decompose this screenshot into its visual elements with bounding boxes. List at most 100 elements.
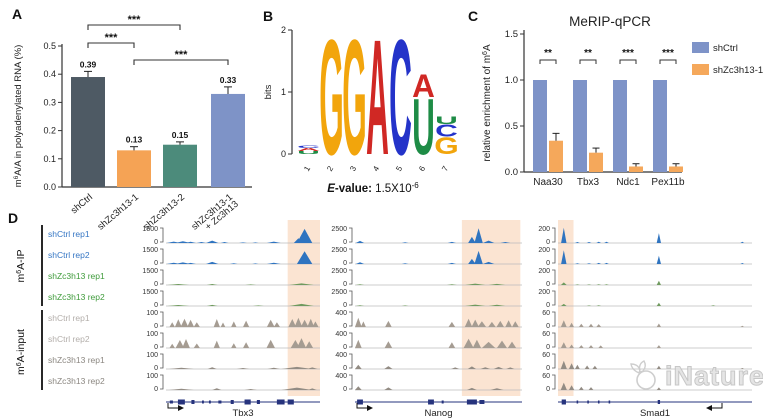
c-y-tick-label: 1.0 — [505, 75, 518, 86]
a-bar-value-label: 0.15 — [172, 130, 189, 140]
d-scale-zero: 0 — [154, 365, 158, 372]
c-legend-swatch — [692, 42, 709, 53]
d-scale-max: 2500 — [331, 268, 347, 275]
d-peaks — [169, 366, 318, 369]
tspan-shape: m — [13, 179, 24, 187]
d-scale-zero: 0 — [546, 281, 550, 288]
d-scale-max: 400 — [335, 331, 347, 338]
d-exon — [597, 400, 600, 404]
tspan-shape: 6 — [16, 362, 23, 366]
c-bar-shCtrl — [653, 80, 667, 172]
d-exon — [191, 400, 195, 404]
d-scale-zero: 0 — [154, 323, 158, 330]
d-tss-arrowhead — [178, 405, 184, 411]
d-scale-max: 1500 — [142, 268, 158, 275]
b-logo-letter: U — [297, 150, 320, 155]
d-scale-max: 2500 — [331, 226, 347, 233]
a-sig-bracket — [87, 24, 181, 30]
d-scale-max: 1500 — [142, 226, 158, 233]
panel-d-label: D — [8, 210, 19, 226]
d-peaks — [355, 304, 506, 306]
d-peaks — [169, 317, 319, 327]
d-scale-zero: 0 — [154, 239, 158, 246]
d-exon — [256, 400, 260, 404]
d-peaks — [560, 280, 661, 285]
a-sig-stars: *** — [128, 14, 142, 26]
d-scale-bracket — [349, 332, 353, 348]
d-peaks — [561, 250, 745, 264]
tspan-shape: A/A in polyadenylated RNA (%) — [13, 45, 24, 176]
d-scale-bracket — [349, 248, 353, 264]
c-sig-bracket — [579, 59, 597, 64]
d-scale-zero: 0 — [154, 302, 158, 309]
a-y-tick-label: 0.2 — [43, 126, 56, 136]
d-scale-bracket — [552, 227, 556, 243]
d-peaks — [169, 387, 317, 390]
d-scale-zero: 0 — [343, 386, 347, 393]
d-peaks — [560, 342, 661, 348]
b-logo-letter: A — [297, 147, 320, 152]
d-exon — [218, 400, 222, 404]
a-bar — [71, 77, 105, 187]
a-sig-stars: *** — [105, 32, 119, 44]
b-logo-letter: C — [389, 7, 412, 190]
d-scale-bracket — [552, 374, 556, 390]
a-y-axis-title: m6A/A in polyadenylated RNA (%) — [13, 45, 24, 188]
d-scale-zero: 0 — [546, 302, 550, 309]
c-y-tick-label: 0.5 — [505, 121, 518, 132]
d-scale-max: 2500 — [331, 247, 347, 254]
d-tss-arrowhead — [367, 405, 373, 411]
d-scale-bracket — [160, 353, 164, 369]
c-sig-stars: ** — [584, 48, 592, 59]
a-bar — [211, 93, 245, 187]
d-scale-bracket — [552, 332, 556, 348]
d-track-label: shCtrl rep1 — [48, 229, 90, 239]
d-highlight-region — [461, 220, 521, 396]
d-scale-zero: 0 — [546, 323, 550, 330]
d-scale-max: 200 — [538, 226, 550, 233]
d-scale-zero: 0 — [546, 344, 550, 351]
path-shape — [630, 363, 641, 374]
d-track-label: shCtrl rep2 — [48, 250, 90, 260]
d-track-label: shZc3h13 rep1 — [48, 355, 105, 365]
d-scale-max: 1500 — [142, 289, 158, 296]
d-track-label: shCtrl rep2 — [48, 334, 90, 344]
c-legend-label: shCtrl — [713, 43, 738, 54]
tspan-shape: A — [482, 44, 493, 51]
d-scale-max: 1500 — [142, 247, 158, 254]
d-peaks — [355, 364, 515, 369]
d-scale-bracket — [349, 311, 353, 327]
tspan-shape: 6 — [13, 175, 20, 179]
d-scale-zero: 0 — [343, 260, 347, 267]
b-logo-letter: G — [434, 132, 458, 159]
b-evalue: E-value: 1.5X10-6 — [327, 181, 419, 195]
d-tss-arrow — [167, 403, 178, 409]
d-exon — [169, 400, 173, 404]
d-scale-zero: 0 — [546, 365, 550, 372]
d-scale-max: 60 — [542, 310, 550, 317]
d-scale-bracket — [160, 332, 164, 348]
d-exon — [244, 399, 251, 405]
d-exon — [479, 400, 485, 404]
d-tss-arrow — [356, 403, 367, 409]
panel-c-grouped-bar-chart: MeRIP-qPCR 0.0 0.5 1.0 1.5 relative enrichmen… — [482, 14, 763, 188]
c-sig-stars: *** — [622, 48, 634, 59]
d-exon — [608, 400, 611, 404]
d-peaks — [560, 302, 716, 306]
c-bar-shZc3h13-1 — [669, 166, 683, 172]
d-peaks — [167, 283, 314, 285]
c-sig-bracket — [619, 59, 637, 64]
d-scale-zero: 0 — [154, 260, 158, 267]
d-exon — [230, 400, 234, 404]
a-bar — [163, 144, 197, 187]
c-sig-stars: ** — [544, 48, 552, 59]
d-exon — [276, 399, 285, 405]
b-x-tick-label: 4 — [371, 164, 381, 173]
d-scale-bracket — [349, 269, 353, 285]
c-bar-shZc3h13-1 — [629, 166, 643, 172]
c-x-label: Pex11b — [651, 177, 685, 188]
d-scale-bracket — [160, 290, 164, 306]
d-scale-zero: 0 — [154, 344, 158, 351]
d-peaks — [355, 283, 506, 285]
